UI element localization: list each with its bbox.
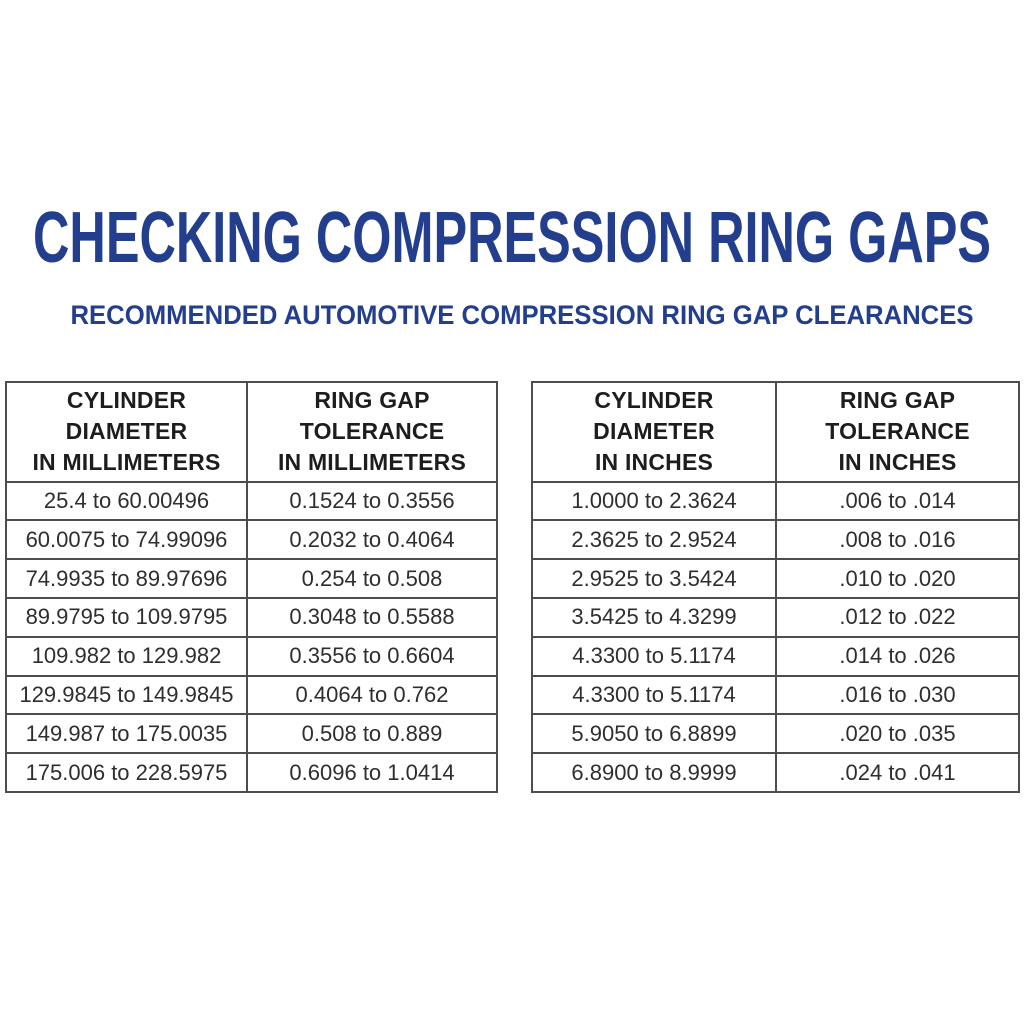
- header-line: IN INCHES: [594, 449, 714, 476]
- ring-gap-cell: 0.6096 to 1.0414: [289, 759, 455, 785]
- table-row: 2.3625 to 2.9524 .008 to .016: [533, 521, 1018, 561]
- cylinder-diameter-cell: 2.9525 to 3.5424: [533, 560, 777, 597]
- metric-ring-gap-header: RING GAP TOLERANCE IN MILLIMETERS: [248, 383, 496, 481]
- metric-cylinder-diameter-header: CYLINDER DIAMETER IN MILLIMETERS: [7, 383, 248, 481]
- cylinder-diameter-cell: 74.9935 to 89.97696: [7, 560, 248, 597]
- cylinder-diameter-cell: 129.9845 to 149.9845: [7, 676, 248, 714]
- ring-gap-cell: .010 to .020: [839, 565, 956, 591]
- ring-gap-cell: 0.4064 to 0.762: [295, 681, 449, 707]
- table-row: 89.9795 to 109.9795 0.3048 to 0.5588: [7, 598, 496, 638]
- ring-gap-cell: 0.254 to 0.508: [301, 565, 443, 591]
- cylinder-diameter-cell: 1.0000 to 2.3624: [533, 482, 777, 520]
- page-subtitle-svg: RECOMMENDED AUTOMOTIVE COMPRESSION RING …: [71, 300, 974, 330]
- header-line: DIAMETER: [593, 418, 715, 445]
- table-row: 60.0075 to 74.99096 0.2032 to 0.4064: [7, 521, 496, 561]
- table-row: 5.9050 to 6.8899 .020 to .035: [533, 715, 1018, 755]
- table-row: 1.0000 to 2.3624 .006 to .014: [533, 482, 1018, 522]
- inches-ring-gap-header: RING GAP TOLERANCE IN INCHES: [777, 383, 1018, 481]
- header-line: RING GAP: [314, 387, 430, 414]
- ring-gap-cell: .008 to .016: [839, 526, 956, 552]
- cylinder-diameter-cell: 89.9795 to 109.9795: [7, 598, 248, 636]
- header-line: IN MILLIMETERS: [277, 449, 467, 476]
- table-row: 109.982 to 129.982 0.3556 to 0.6604: [7, 637, 496, 677]
- cylinder-diameter-cell: 60.0075 to 74.99096: [7, 521, 248, 559]
- page-subtitle: RECOMMENDED AUTOMOTIVE COMPRESSION RING …: [71, 300, 974, 330]
- table-row: 3.5425 to 4.3299 .012 to .022: [533, 598, 1018, 638]
- metric-header-row: CYLINDER DIAMETER IN MILLIMETERS RING GA…: [7, 383, 496, 483]
- ring-gap-cell: .006 to .014: [839, 487, 956, 513]
- header-line: CYLINDER: [594, 387, 714, 414]
- header-line: TOLERANCE: [825, 418, 970, 445]
- table-row: 175.006 to 228.5975 0.6096 to 1.0414: [7, 754, 496, 791]
- ring-gap-cell: .020 to .035: [839, 720, 956, 746]
- inches-table: CYLINDER DIAMETER IN INCHES RING GAP TOL…: [531, 381, 1020, 793]
- table-row: 74.9935 to 89.97696 0.254 to 0.508: [7, 560, 496, 599]
- metric-table: CYLINDER DIAMETER IN MILLIMETERS RING GA…: [5, 381, 498, 793]
- cylinder-diameter-cell: 4.3300 to 5.1174: [533, 637, 777, 675]
- ring-gap-cell: .016 to .030: [839, 681, 956, 707]
- cylinder-diameter-cell: 2.3625 to 2.9524: [533, 521, 777, 559]
- cylinder-diameter-cell: 6.8900 to 8.9999: [533, 754, 777, 791]
- ring-gap-cell: 0.3556 to 0.6604: [289, 643, 455, 669]
- table-row: 6.8900 to 8.9999 .024 to .041: [533, 754, 1018, 791]
- table-row: 149.987 to 175.0035 0.508 to 0.889: [7, 715, 496, 755]
- ring-gap-cell: .012 to .022: [839, 604, 956, 630]
- page-title: CHECKING COMPRESSION RING GAPS: [33, 198, 991, 276]
- cylinder-diameter-cell: 25.4 to 60.00496: [7, 482, 248, 520]
- ring-gap-cell: 0.3048 to 0.5588: [289, 604, 455, 630]
- header-line: IN INCHES: [838, 449, 957, 476]
- cylinder-diameter-cell: 4.3300 to 5.1174: [533, 676, 777, 714]
- header-line: DIAMETER: [65, 418, 188, 445]
- ring-gap-cell: 0.508 to 0.889: [301, 720, 443, 746]
- header-line: TOLERANCE: [299, 418, 445, 445]
- cylinder-diameter-cell: 149.987 to 175.0035: [7, 715, 248, 753]
- table-row: 4.3300 to 5.1174 .016 to .030: [533, 676, 1018, 716]
- table-row: 25.4 to 60.00496 0.1524 to 0.3556: [7, 482, 496, 522]
- header-line: IN MILLIMETERS: [32, 449, 221, 476]
- cylinder-diameter-cell: 5.9050 to 6.8899: [533, 715, 777, 753]
- ring-gap-cell: .014 to .026: [839, 643, 956, 669]
- ring-gap-cell: 0.1524 to 0.3556: [289, 487, 455, 513]
- table-row: 4.3300 to 5.1174 .014 to .026: [533, 637, 1018, 677]
- header-line: RING GAP: [839, 387, 956, 414]
- ring-gap-cell: 0.2032 to 0.4064: [289, 526, 455, 552]
- cylinder-diameter-cell: 175.006 to 228.5975: [7, 754, 248, 791]
- page-title-svg: CHECKING COMPRESSION RING GAPS: [33, 198, 991, 276]
- ring-gap-cell: .024 to .041: [839, 759, 956, 785]
- inches-header-row: CYLINDER DIAMETER IN INCHES RING GAP TOL…: [533, 383, 1018, 483]
- cylinder-diameter-cell: 109.982 to 129.982: [7, 637, 248, 675]
- inches-cylinder-diameter-header: CYLINDER DIAMETER IN INCHES: [533, 383, 777, 481]
- table-row: 2.9525 to 3.5424 .010 to .020: [533, 560, 1018, 599]
- table-row: 129.9845 to 149.9845 0.4064 to 0.762: [7, 676, 496, 716]
- header-line: CYLINDER: [66, 387, 187, 414]
- cylinder-diameter-cell: 3.5425 to 4.3299: [533, 598, 777, 636]
